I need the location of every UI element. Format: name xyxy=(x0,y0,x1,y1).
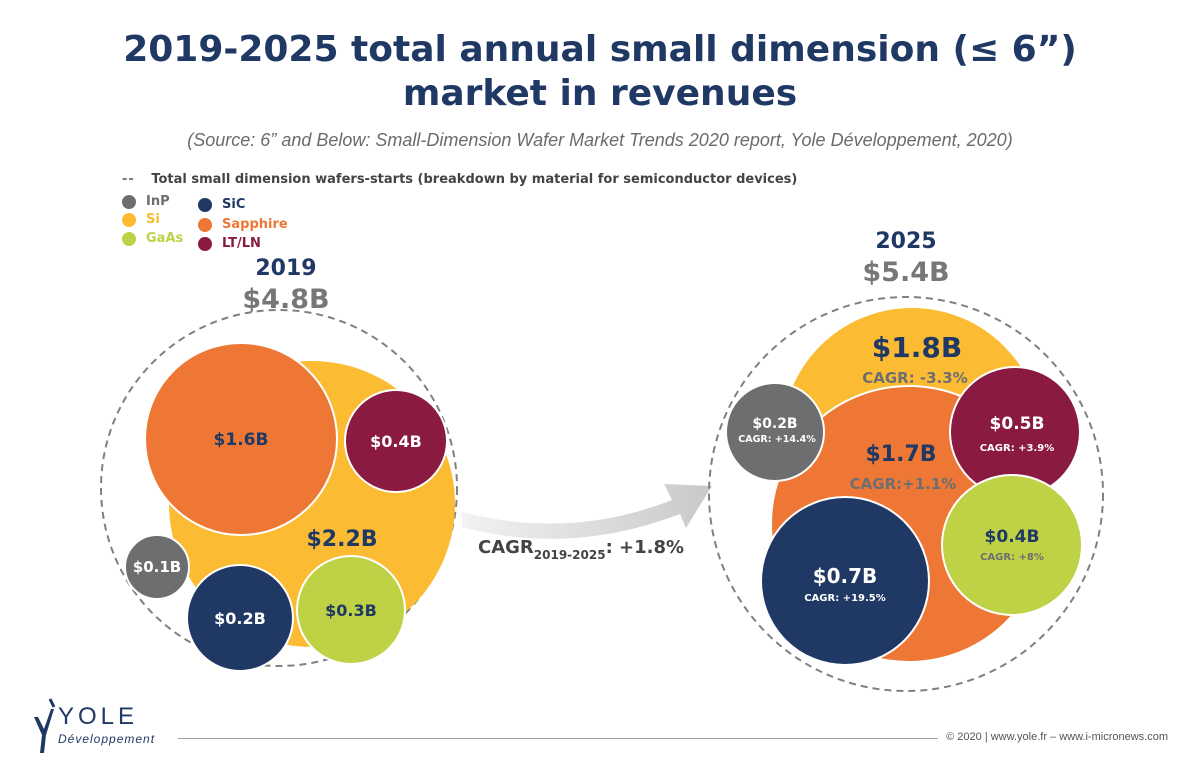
overall-cagr-prefix: CAGR xyxy=(478,537,534,558)
legend-entry-sic: SiC xyxy=(198,197,245,212)
cagr-2025-ltln: CAGR: +3.9% xyxy=(980,443,1055,454)
legend-entry-ltln: LT/LN xyxy=(198,236,261,251)
legend-label-ltln: LT/LN xyxy=(222,236,261,251)
label-2019-si: $2.2B xyxy=(306,527,377,552)
label-2019-inp: $0.1B xyxy=(133,558,181,576)
label-2019-gaas: $0.3B xyxy=(325,601,377,620)
overall-cagr-label: CAGR2019-2025: +1.8% xyxy=(478,537,684,562)
bubble-2019-ltln xyxy=(344,389,448,493)
label-2025-inp: $0.2B xyxy=(752,416,797,432)
label-2025-ltln: $0.5B xyxy=(990,414,1045,434)
year-label-2019: 2019 xyxy=(255,256,317,281)
overall-cagr-subscript: 2019-2025 xyxy=(534,548,606,562)
legend-label-inp: InP xyxy=(146,194,170,209)
dashed-legend-label: Total small dimension wafers-starts (bre… xyxy=(151,172,798,187)
growth-arrow xyxy=(462,484,712,539)
legend-label-sapphire: Sapphire xyxy=(222,217,288,232)
year-label-2025: 2025 xyxy=(875,229,937,254)
legend-label-gaas: GaAs xyxy=(146,231,184,246)
label-2025-gaas: $0.4B xyxy=(985,527,1040,547)
bubble-2019-sic xyxy=(186,564,294,672)
cagr-2025-inp: CAGR: +14.4% xyxy=(738,434,816,445)
cagr-2025-sic: CAGR: +19.5% xyxy=(804,593,886,604)
label-2025-si: $1.8B xyxy=(872,331,962,364)
group-2025: $1.8B CAGR: -3.3% $1.7B CAGR:+1.1% $0.5B… xyxy=(708,296,1104,692)
total-circle-2025 xyxy=(708,296,1104,692)
legend-swatch-inp xyxy=(122,194,136,209)
cagr-2025-si: CAGR: -3.3% xyxy=(862,369,968,387)
cagr-2025-sapphire: CAGR:+1.1% xyxy=(850,475,957,493)
bubble-2019-inp xyxy=(124,534,190,600)
legend-swatch-ltln xyxy=(198,236,212,251)
yole-logo-icon xyxy=(34,698,56,753)
label-2019-sic: $0.2B xyxy=(214,609,266,628)
yole-logo: YOLE Développement xyxy=(28,695,178,755)
logo-subtext: Développement xyxy=(58,732,156,746)
legend-entry-sapphire: Sapphire xyxy=(198,217,288,232)
overall-cagr-value: : +1.8% xyxy=(606,537,684,558)
dashed-line-icon: -- xyxy=(122,172,135,187)
bubble-2025-sic xyxy=(760,496,930,666)
legend-swatch-si xyxy=(122,212,136,227)
footer-divider xyxy=(178,738,938,739)
title-line-2: market in revenues xyxy=(402,73,798,114)
legend-swatch-sapphire xyxy=(198,217,212,232)
legend-entry-inp: InP xyxy=(122,194,170,209)
logo-text: YOLE xyxy=(58,703,139,730)
cagr-2025-gaas: CAGR: +8% xyxy=(980,552,1044,563)
legend-swatch-sic xyxy=(198,197,212,212)
legend-entry-si: Si xyxy=(122,212,160,227)
title-line-1: 2019-2025 total annual small dimension (… xyxy=(123,29,1077,70)
total-label-2025: $5.4B xyxy=(862,257,950,288)
bubble-2025-inp xyxy=(725,382,825,482)
legend-label-si: Si xyxy=(146,212,160,227)
bubble-2019-gaas xyxy=(296,555,406,665)
bubble-2025-gaas xyxy=(941,474,1083,616)
bubble-2019-sapphire xyxy=(144,342,338,536)
legend-label-sic: SiC xyxy=(222,197,246,212)
label-2025-sic: $0.7B xyxy=(813,564,878,588)
group-2019: $2.2B $1.6B $0.4B $0.3B $0.2B $0.1B xyxy=(100,309,458,672)
dashed-circle-legend: -- Total small dimension wafers-starts (… xyxy=(122,172,797,187)
source-note: (Source: 6” and Below: Small-Dimension W… xyxy=(187,130,1013,150)
footer-copyright: © 2020 | www.yole.fr – www.i-micronews.c… xyxy=(946,731,1168,743)
total-circle-2019 xyxy=(100,309,458,667)
label-2025-sapphire: $1.7B xyxy=(865,442,936,467)
legend-entry-gaas: GaAs xyxy=(122,231,183,246)
legend-swatch-gaas xyxy=(122,231,136,246)
chart-title: 2019-2025 total annual small dimension (… xyxy=(0,28,1200,116)
label-2019-sapphire: $1.6B xyxy=(214,430,269,450)
label-2019-ltln: $0.4B xyxy=(370,432,422,451)
